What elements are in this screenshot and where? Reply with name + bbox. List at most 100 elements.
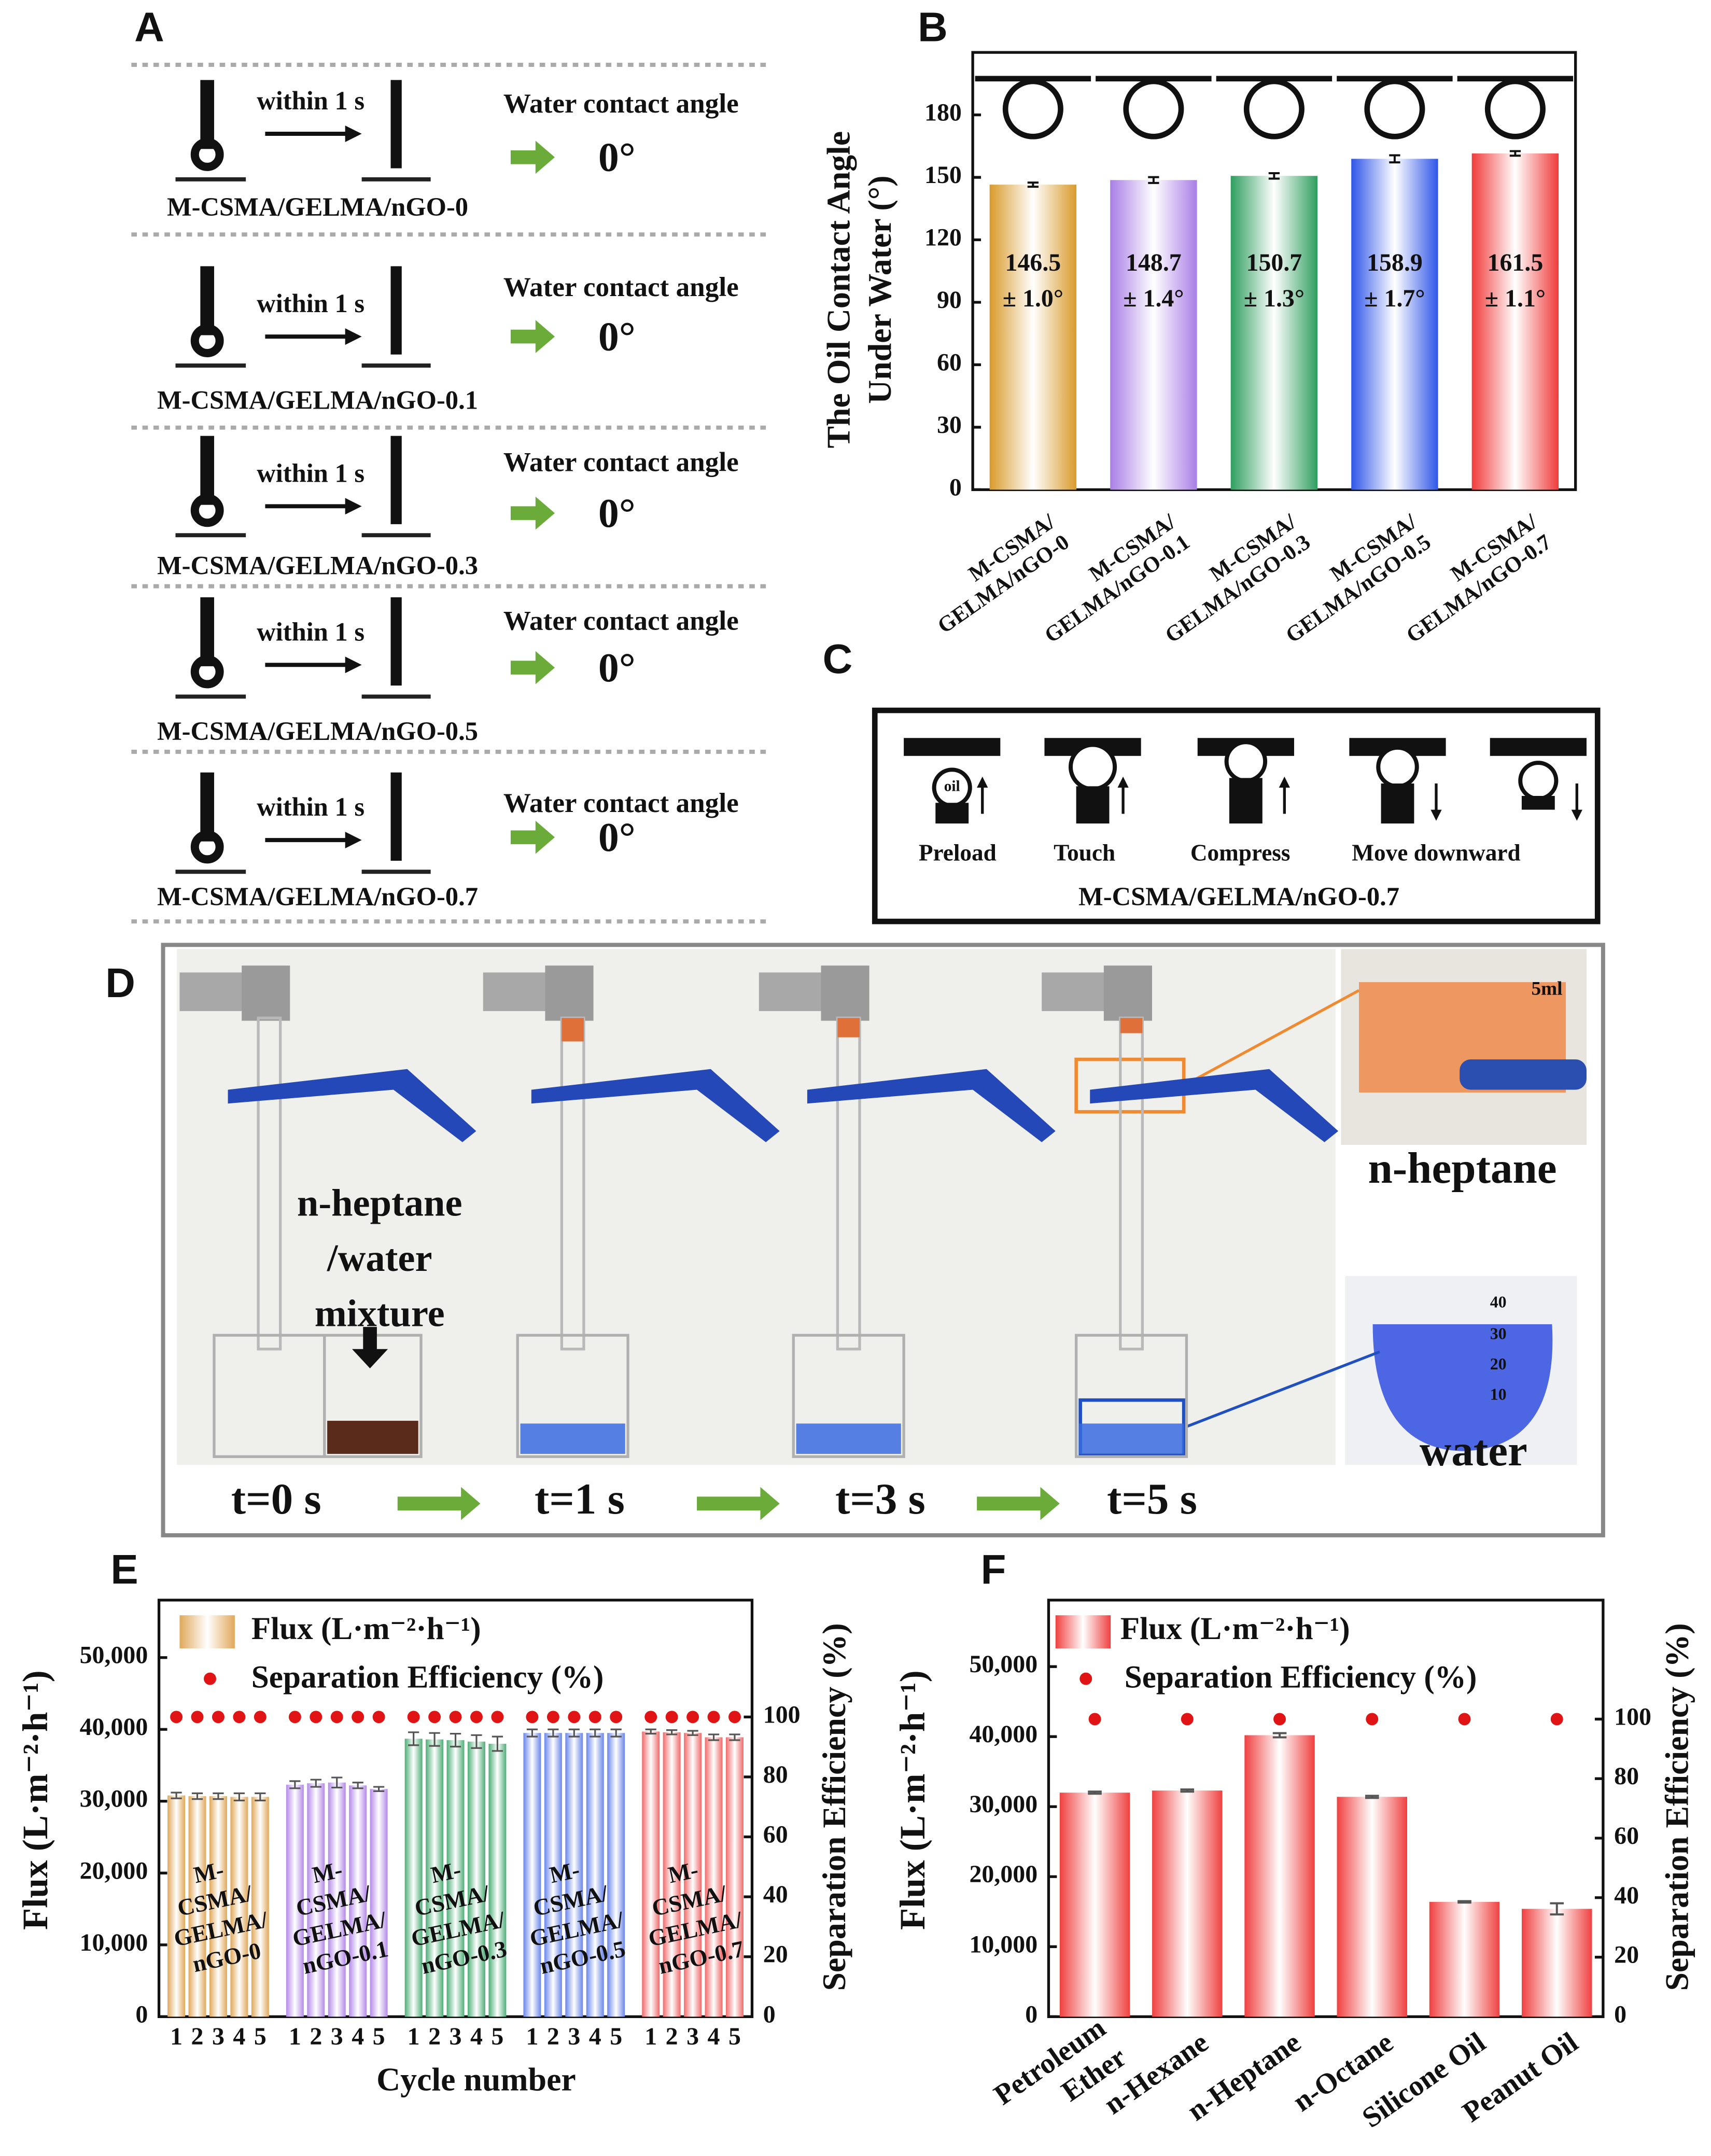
sample-label: M-CSMA/GELMA/nGO-0.7 bbox=[1078, 882, 1399, 911]
motion-head bbox=[1117, 776, 1129, 788]
efficiency-point bbox=[1366, 1713, 1379, 1726]
error-label: ± 1.7° bbox=[1364, 285, 1425, 312]
x-tick-label: 1 bbox=[526, 2023, 538, 2050]
oil-droplet bbox=[1518, 761, 1559, 801]
bar bbox=[565, 1733, 583, 2017]
clamp-head bbox=[1103, 965, 1152, 1021]
efficiency-point bbox=[288, 1711, 301, 1724]
x-tick-label: 1 bbox=[644, 2023, 657, 2050]
y-axis-label: Flux (L·m⁻²·h⁻¹) bbox=[892, 1670, 932, 1930]
water bbox=[520, 1423, 625, 1454]
efficiency-point bbox=[428, 1711, 441, 1724]
green-arrow bbox=[510, 320, 555, 354]
efficiency-point bbox=[665, 1711, 678, 1724]
action-label: within 1 s bbox=[257, 792, 364, 821]
y-tick-label: 50,000 bbox=[80, 1642, 148, 1669]
x-tick-label: 3 bbox=[568, 2023, 580, 2050]
measure-label: Water contact angle bbox=[503, 272, 739, 302]
x-tick-label: M-CSMA/GELMA/nGO-0 bbox=[919, 509, 1074, 638]
y-tick-label: 10,000 bbox=[80, 1929, 148, 1956]
y-tick-label: 0 bbox=[949, 473, 962, 501]
oil-label: oil bbox=[944, 778, 960, 795]
x-tick-label: 1 bbox=[170, 2023, 183, 2050]
bar bbox=[1351, 159, 1438, 490]
pointer bbox=[352, 1327, 388, 1368]
needle bbox=[200, 266, 214, 335]
inset-mark: 20 bbox=[1490, 1355, 1507, 1373]
bar bbox=[370, 1789, 388, 2017]
y-tick-label: 120 bbox=[924, 223, 962, 251]
y-tick-label: 20,000 bbox=[80, 1857, 148, 1884]
x-tick-label: 4 bbox=[708, 2023, 720, 2050]
y-tick-label: 10,000 bbox=[969, 1930, 1037, 1958]
droplet bbox=[190, 138, 224, 171]
inset-mark: 5ml bbox=[1532, 978, 1563, 1000]
bar bbox=[642, 1731, 660, 2017]
green-arrow bbox=[510, 496, 555, 530]
angle-value: 0° bbox=[598, 314, 636, 359]
value-label: 158.9 bbox=[1367, 249, 1423, 276]
error-label: ± 1.3° bbox=[1244, 285, 1305, 312]
oil-droplet bbox=[1484, 78, 1546, 139]
oil-droplet bbox=[1243, 78, 1305, 139]
y-tick-label: 0 bbox=[763, 2000, 776, 2028]
bar bbox=[1110, 180, 1197, 490]
x-tick-label: PetroleumEther bbox=[988, 2011, 1132, 2140]
bar bbox=[307, 1783, 325, 2017]
time-label: t=1 s bbox=[535, 1475, 625, 1523]
beaker bbox=[516, 1334, 629, 1458]
x-tick-label: 5 bbox=[491, 2023, 503, 2050]
y-tick-label: 60 bbox=[763, 1821, 788, 1849]
bar bbox=[725, 1737, 744, 2017]
motion-head bbox=[1430, 809, 1442, 821]
clip bbox=[531, 1069, 780, 1142]
legend-label: Flux (L·m⁻²·h⁻¹) bbox=[1120, 1611, 1350, 1646]
efficiency-point bbox=[644, 1711, 657, 1724]
legend-label: Flux (L·m⁻²·h⁻¹) bbox=[251, 1611, 481, 1646]
probe bbox=[904, 738, 1001, 756]
efficiency-point bbox=[212, 1711, 225, 1724]
legend-label: Separation Efficiency (%) bbox=[251, 1659, 604, 1695]
measure-label: Water contact angle bbox=[503, 606, 739, 636]
needle bbox=[200, 597, 214, 666]
plot-frame bbox=[1047, 1599, 1605, 2018]
needle bbox=[390, 266, 402, 355]
membrane bbox=[1076, 786, 1110, 824]
sample-label: M-CSMA/GELMA/nGO-0.1 bbox=[157, 385, 478, 414]
clip bbox=[807, 1069, 1056, 1142]
angle-value: 0° bbox=[598, 645, 636, 691]
y-tick-label: 0 bbox=[1614, 2000, 1626, 2028]
time-label: t=5 s bbox=[1107, 1475, 1197, 1523]
mixture-label: n-heptane/water mixture bbox=[297, 1182, 462, 1335]
bar bbox=[404, 1739, 423, 2017]
y-axis-label: The Oil Contact Angle Under Water (°) bbox=[820, 131, 898, 449]
time-label: t=0 s bbox=[231, 1475, 321, 1523]
x-tick-label: 2 bbox=[666, 2023, 678, 2050]
efficiency-point bbox=[470, 1711, 483, 1724]
arrow-head bbox=[345, 656, 362, 674]
y-tick-label: 30,000 bbox=[80, 1785, 148, 1813]
x-tick-label: 5 bbox=[254, 2023, 267, 2050]
efficiency-point bbox=[407, 1711, 420, 1724]
x-tick-label: 2 bbox=[310, 2023, 322, 2050]
bar bbox=[286, 1784, 304, 2017]
x-tick-label: 5 bbox=[373, 2023, 385, 2050]
heptane bbox=[837, 1018, 860, 1038]
green-arrow bbox=[510, 651, 555, 684]
y-tick-label: 20 bbox=[763, 1941, 788, 1968]
efficiency-point bbox=[191, 1711, 204, 1724]
oil-droplet bbox=[1069, 743, 1117, 791]
oil-droplet bbox=[1123, 78, 1184, 139]
panel-label: C bbox=[823, 636, 853, 682]
droplet bbox=[190, 655, 224, 689]
efficiency-point bbox=[372, 1711, 385, 1724]
y-tick-label: 90 bbox=[937, 286, 962, 314]
y-tick-label: 0 bbox=[1025, 2000, 1037, 2028]
bar bbox=[167, 1795, 186, 2017]
bar bbox=[1337, 1797, 1408, 2017]
bar bbox=[523, 1733, 541, 2017]
efficiency-point bbox=[588, 1711, 601, 1724]
needle bbox=[200, 772, 214, 842]
y-tick-label: 30,000 bbox=[969, 1790, 1037, 1818]
